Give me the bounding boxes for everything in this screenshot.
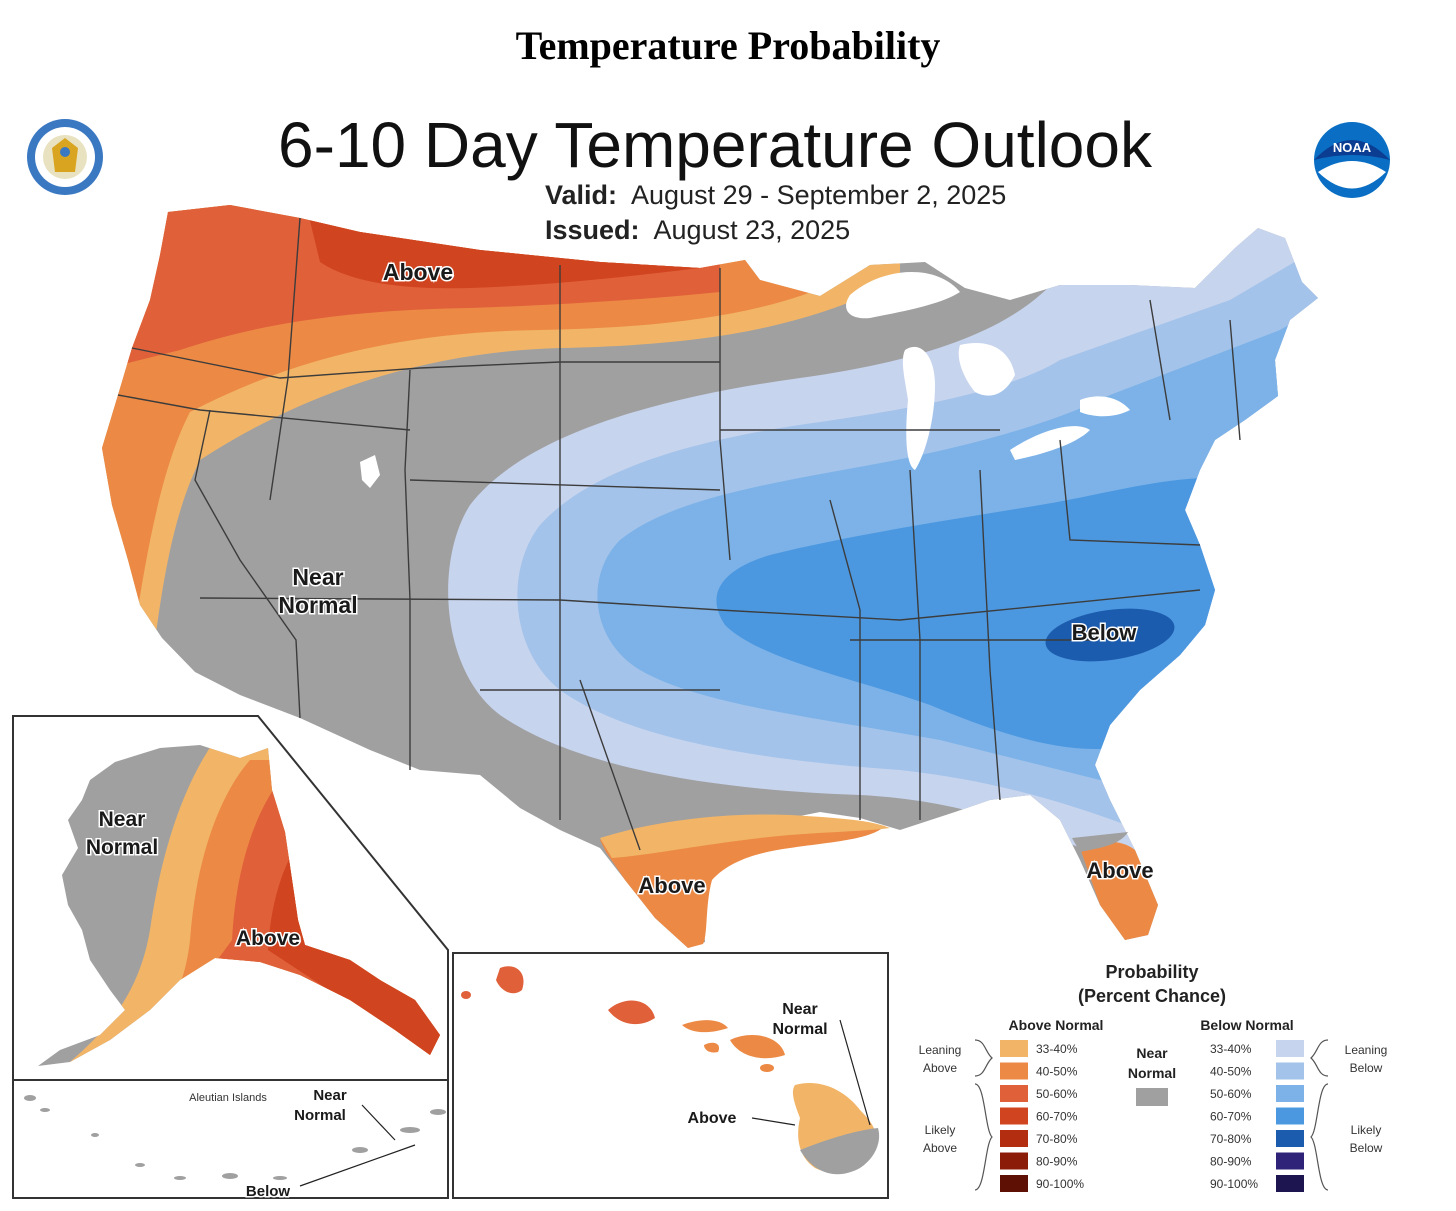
legend-below-rows: 33-40% 40-50% 50-60% 60-70% 70-80% 80-90% 90-1…	[1210, 1040, 1304, 1192]
label-below-southeast: Below	[1072, 620, 1138, 645]
doc-seal-icon	[27, 119, 103, 195]
legend-above-label-2: 50-60%	[1036, 1087, 1078, 1101]
map-title: 6-10 Day Temperature Outlook	[278, 109, 1152, 181]
legend-below-label-5: 80-90%	[1210, 1155, 1252, 1169]
legend-below-swatch-1	[1276, 1062, 1304, 1080]
legend-near-swatch	[1136, 1088, 1168, 1106]
zone-below-60-70	[716, 477, 1264, 750]
legend-above-swatch-6	[1000, 1175, 1028, 1192]
legend-above-label-0: 33-40%	[1036, 1042, 1078, 1056]
legend-subtitle: (Percent Chance)	[1078, 986, 1226, 1006]
legend-below-swatch-5	[1276, 1152, 1304, 1170]
legend-above-swatch-2	[1000, 1085, 1028, 1102]
issued-line: Issued: August 23, 2025	[545, 215, 850, 246]
valid-line: Valid: August 29 - September 2, 2025	[545, 180, 1006, 211]
legend-near-header-1: Near	[1136, 1045, 1168, 1061]
legend-leaning-above-2: Above	[923, 1061, 957, 1075]
label-above-northwest: Above	[383, 259, 453, 285]
legend-near-header-2: Normal	[1128, 1065, 1176, 1081]
label-aleutian-near-1: Near	[313, 1087, 347, 1104]
legend-leaning-below-1: Leaning	[1345, 1043, 1388, 1057]
legend-above-swatch-3	[1000, 1107, 1028, 1125]
valid-value: August 29 - September 2, 2025	[631, 180, 1007, 210]
label-near-normal-west-2: Normal	[278, 592, 357, 618]
label-hawaii-near-2: Normal	[772, 1021, 827, 1038]
legend-below-label-1: 40-50%	[1210, 1065, 1252, 1079]
label-aleutian-near-2: Normal	[294, 1107, 346, 1124]
legend-likely-below-1: Likely	[1351, 1123, 1382, 1137]
legend-below-swatch-2	[1276, 1085, 1304, 1102]
noaa-logo-text: NOAA	[1333, 140, 1372, 155]
label-hawaii-above: Above	[688, 1110, 737, 1127]
label-hawaii-near-1: Near	[782, 1001, 818, 1018]
legend-likely-above-1: Likely	[925, 1123, 956, 1137]
valid-label: Valid:	[545, 180, 618, 210]
legend-leaning-above-1: Leaning	[919, 1043, 962, 1057]
legend-below-swatch-0	[1276, 1040, 1304, 1057]
label-above-florida: Above	[1086, 858, 1153, 883]
label-above-texas: Above	[638, 873, 705, 898]
legend-below-swatch-6	[1276, 1175, 1304, 1192]
legend-above-label-4: 70-80%	[1036, 1132, 1078, 1146]
legend-above-label-6: 90-100%	[1036, 1177, 1084, 1191]
legend-below-label-2: 50-60%	[1210, 1087, 1252, 1101]
label-alaska-above: Above	[236, 927, 300, 950]
legend-above-swatch-0	[1000, 1040, 1028, 1057]
aleutian-title: Aleutian Islands	[189, 1092, 267, 1104]
legend-below-header: Below Normal	[1200, 1017, 1293, 1033]
aleutian-inset: Aleutian Islands Near Normal Below	[12, 1079, 449, 1202]
page-title: Temperature Probability	[515, 23, 941, 68]
legend-likely-above-2: Above	[923, 1141, 957, 1155]
label-aleutian-below: Below	[246, 1183, 291, 1200]
legend-below-swatch-3	[1276, 1107, 1304, 1125]
legend-leaning-below-2: Below	[1350, 1061, 1383, 1075]
issued-value: August 23, 2025	[653, 215, 851, 245]
zone-above-60-70	[300, 205, 700, 289]
legend-below-label-0: 33-40%	[1210, 1042, 1252, 1056]
legend-below-swatch-4	[1276, 1130, 1304, 1147]
label-alaska-near-2: Normal	[86, 836, 158, 859]
legend-likely-below-2: Below	[1350, 1141, 1383, 1155]
legend-above-rows: 33-40% 40-50% 50-60% 60-70% 70-80% 80-90% 90-1…	[1000, 1040, 1084, 1192]
legend-above-label-5: 80-90%	[1036, 1155, 1078, 1169]
alaska-inset: Near Normal Above	[12, 715, 449, 1081]
legend-above-swatch-4	[1000, 1130, 1028, 1147]
label-near-normal-west-1: Near	[292, 564, 343, 590]
legend-below-label-3: 60-70%	[1210, 1110, 1252, 1124]
legend-above-header: Above Normal	[1009, 1017, 1104, 1033]
noaa-logo-icon: NOAA	[1314, 122, 1390, 198]
legend-below-label-6: 90-100%	[1210, 1177, 1258, 1191]
legend-above-swatch-5	[1000, 1152, 1028, 1170]
conus-map: Above Near Normal Below Above Above	[102, 205, 1318, 948]
legend-below-label-4: 70-80%	[1210, 1132, 1252, 1146]
zone-below-70-80	[1045, 608, 1175, 662]
hawaii-inset: Near Normal Above	[452, 952, 889, 1199]
legend-above-swatch-1	[1000, 1062, 1028, 1080]
legend-title: Probability	[1105, 962, 1198, 982]
legend-above-label-3: 60-70%	[1036, 1110, 1078, 1124]
issued-label: Issued:	[545, 215, 640, 245]
legend: Probability (Percent Chance) Above Norma…	[919, 962, 1388, 1192]
legend-above-label-1: 40-50%	[1036, 1065, 1078, 1079]
label-alaska-near-1: Near	[99, 808, 146, 831]
